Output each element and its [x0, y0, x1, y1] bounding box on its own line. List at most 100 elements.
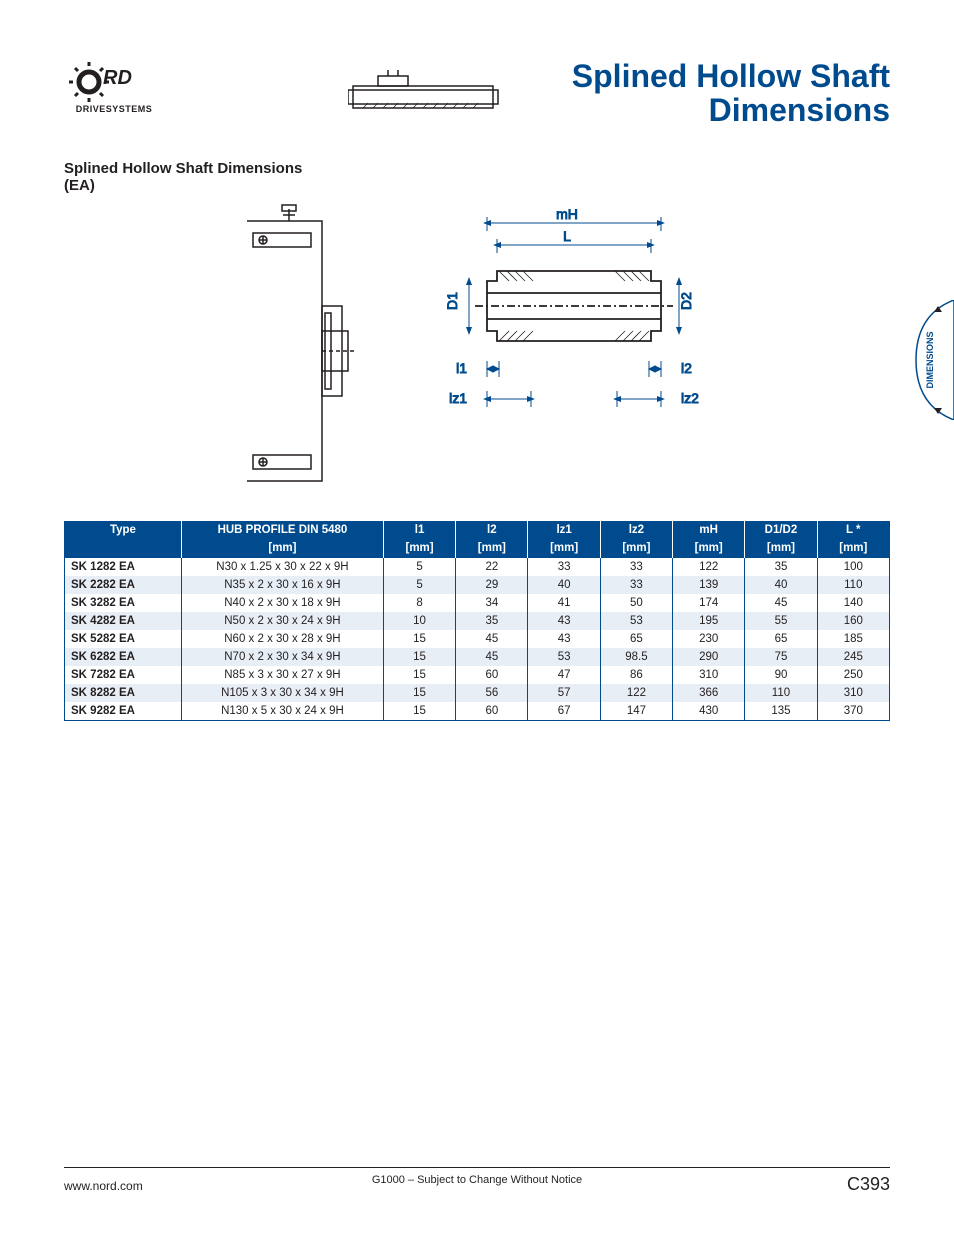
table-col-unit: [mm]: [600, 539, 672, 558]
svg-text:D1: D1: [444, 291, 460, 309]
cell-value: 245: [817, 648, 889, 666]
cell-value: 366: [673, 684, 745, 702]
svg-text:l1: l1: [456, 360, 467, 376]
cell-value: 45: [456, 630, 528, 648]
cell-value: 135: [745, 702, 817, 721]
cell-value: N35 x 2 x 30 x 16 x 9H: [181, 576, 383, 594]
cell-value: 60: [456, 666, 528, 684]
table-col-unit: [65, 539, 182, 558]
page-title-line2: Dimensions: [572, 94, 890, 128]
table-row: SK 9282 EAN130 x 5 x 30 x 24 x 9H1560671…: [65, 702, 890, 721]
cell-value: 50: [600, 594, 672, 612]
diagram-side-view: [227, 201, 367, 501]
table-col-title: lz2: [600, 521, 672, 539]
cell-type: SK 2282 EA: [65, 576, 182, 594]
cell-value: 53: [528, 648, 600, 666]
table-col-unit: [mm]: [528, 539, 600, 558]
cell-value: 22: [456, 557, 528, 576]
table-col-unit: [mm]: [456, 539, 528, 558]
page-title-line1: Splined Hollow Shaft: [572, 60, 890, 94]
cell-value: 40: [528, 576, 600, 594]
cell-value: 90: [745, 666, 817, 684]
dimensions-table: TypeHUB PROFILE DIN 5480l1l2lz1lz2mHD1/D…: [64, 521, 890, 721]
brand-logo: RD DRIVESYSTEMS: [64, 60, 164, 114]
cell-value: 47: [528, 666, 600, 684]
cell-value: N30 x 1.25 x 30 x 22 x 9H: [181, 557, 383, 576]
table-col-title: Type: [65, 521, 182, 539]
page-footer: www.nord.com G1000 – Subject to Change W…: [64, 1167, 890, 1195]
cell-type: SK 8282 EA: [65, 684, 182, 702]
cell-value: 45: [745, 594, 817, 612]
cell-value: N50 x 2 x 30 x 24 x 9H: [181, 612, 383, 630]
cell-value: 33: [528, 557, 600, 576]
cell-value: 310: [673, 666, 745, 684]
cell-value: 110: [745, 684, 817, 702]
cell-type: SK 6282 EA: [65, 648, 182, 666]
cell-type: SK 1282 EA: [65, 557, 182, 576]
cell-value: 35: [456, 612, 528, 630]
cell-value: 86: [600, 666, 672, 684]
cell-value: 43: [528, 630, 600, 648]
table-row: SK 8282 EAN105 x 3 x 30 x 34 x 9H1556571…: [65, 684, 890, 702]
table-row: SK 7282 EAN85 x 3 x 30 x 27 x 9H15604786…: [65, 666, 890, 684]
page-title-block: Splined Hollow Shaft Dimensions: [572, 60, 890, 127]
cell-value: N40 x 2 x 30 x 18 x 9H: [181, 594, 383, 612]
svg-text:lz2: lz2: [681, 390, 699, 406]
section-heading-line1: Splined Hollow Shaft Dimensions: [64, 160, 890, 177]
cell-value: 33: [600, 576, 672, 594]
cell-type: SK 3282 EA: [65, 594, 182, 612]
cell-value: 15: [383, 702, 455, 721]
cell-value: 53: [600, 612, 672, 630]
table-row: SK 1282 EAN30 x 1.25 x 30 x 22 x 9H52233…: [65, 557, 890, 576]
svg-text:L: L: [563, 228, 571, 244]
cell-value: N130 x 5 x 30 x 24 x 9H: [181, 702, 383, 721]
cell-value: 41: [528, 594, 600, 612]
cell-value: 33: [600, 557, 672, 576]
cell-value: 195: [673, 612, 745, 630]
table-row: SK 5282 EAN60 x 2 x 30 x 28 x 9H15454365…: [65, 630, 890, 648]
cell-value: 56: [456, 684, 528, 702]
table-col-title: HUB PROFILE DIN 5480: [181, 521, 383, 539]
table-col-unit: [mm]: [817, 539, 889, 558]
cell-value: 290: [673, 648, 745, 666]
table-row: SK 4282 EAN50 x 2 x 30 x 24 x 9H10354353…: [65, 612, 890, 630]
cell-value: 75: [745, 648, 817, 666]
table-col-unit: [mm]: [745, 539, 817, 558]
table-row: SK 2282 EAN35 x 2 x 30 x 16 x 9H52940331…: [65, 576, 890, 594]
cell-value: 8: [383, 594, 455, 612]
cell-value: 185: [817, 630, 889, 648]
table-row: SK 6282 EAN70 x 2 x 30 x 34 x 9H15455398…: [65, 648, 890, 666]
cell-value: 45: [456, 648, 528, 666]
table-header: TypeHUB PROFILE DIN 5480l1l2lz1lz2mHD1/D…: [65, 521, 890, 558]
cell-value: N105 x 3 x 30 x 34 x 9H: [181, 684, 383, 702]
table-col-unit: [mm]: [673, 539, 745, 558]
cell-type: SK 5282 EA: [65, 630, 182, 648]
cell-type: SK 7282 EA: [65, 666, 182, 684]
section-heading: Splined Hollow Shaft Dimensions (EA): [64, 160, 890, 195]
cell-value: 147: [600, 702, 672, 721]
cell-value: 160: [817, 612, 889, 630]
cell-value: N70 x 2 x 30 x 34 x 9H: [181, 648, 383, 666]
cell-value: 110: [817, 576, 889, 594]
table-col-unit: [mm]: [181, 539, 383, 558]
page-header: RD DRIVESYSTEMS: [64, 60, 890, 132]
cell-value: 174: [673, 594, 745, 612]
cell-value: 10: [383, 612, 455, 630]
cell-value: 122: [673, 557, 745, 576]
cell-type: SK 4282 EA: [65, 612, 182, 630]
cell-value: 57: [528, 684, 600, 702]
cell-value: 29: [456, 576, 528, 594]
cell-value: 15: [383, 666, 455, 684]
cell-value: 98.5: [600, 648, 672, 666]
table-row: SK 3282 EAN40 x 2 x 30 x 18 x 9H83441501…: [65, 594, 890, 612]
cell-value: N60 x 2 x 30 x 28 x 9H: [181, 630, 383, 648]
cell-value: 55: [745, 612, 817, 630]
brand-subtitle: DRIVESYSTEMS: [64, 104, 164, 114]
svg-text:mH: mH: [556, 206, 578, 222]
section-heading-line2: (EA): [64, 177, 890, 194]
cell-value: 122: [600, 684, 672, 702]
cell-type: SK 9282 EA: [65, 702, 182, 721]
cell-value: 15: [383, 684, 455, 702]
cell-value: 5: [383, 557, 455, 576]
diagram-dimensioned-shaft: mH L D1 D2 l1 l2 lz1: [427, 201, 727, 431]
